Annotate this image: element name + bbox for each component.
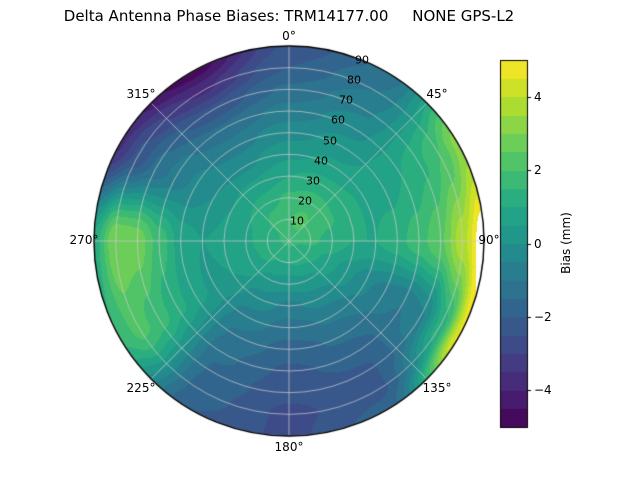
colorbar-tick-neg2: −2 [534, 310, 552, 324]
azimuth-label-180: 180° [274, 440, 304, 454]
azimuth-label-270: 270° [69, 233, 99, 247]
ring-label-20: 20 [298, 194, 312, 208]
colorbar-tick-4: 4 [534, 90, 542, 104]
colorbar-axis-label: Bias (mm) [559, 212, 573, 274]
ring-label-60: 60 [331, 113, 345, 127]
colorbar-tick-0: 0 [534, 237, 542, 251]
azimuth-label-225: 225° [126, 381, 156, 395]
ring-label-50: 50 [323, 134, 337, 148]
ring-label-90: 90 [355, 53, 369, 67]
ring-label-80: 80 [347, 73, 361, 87]
colorbar-tick-2: 2 [534, 163, 542, 177]
ring-label-30: 30 [306, 174, 320, 188]
chart-title: Delta Antenna Phase Biases: TRM14177.00 … [63, 7, 515, 25]
ring-label-70: 70 [339, 93, 353, 107]
ring-label-10: 10 [290, 214, 304, 228]
azimuth-label-135: 135° [422, 381, 452, 395]
ring-label-40: 40 [314, 154, 328, 168]
azimuth-label-90: 90° [478, 233, 500, 247]
azimuth-label-0: 0° [282, 29, 296, 43]
azimuth-label-315: 315° [126, 87, 156, 101]
azimuth-label-45: 45° [426, 87, 448, 101]
colorbar-tick-neg4: −4 [534, 383, 552, 397]
